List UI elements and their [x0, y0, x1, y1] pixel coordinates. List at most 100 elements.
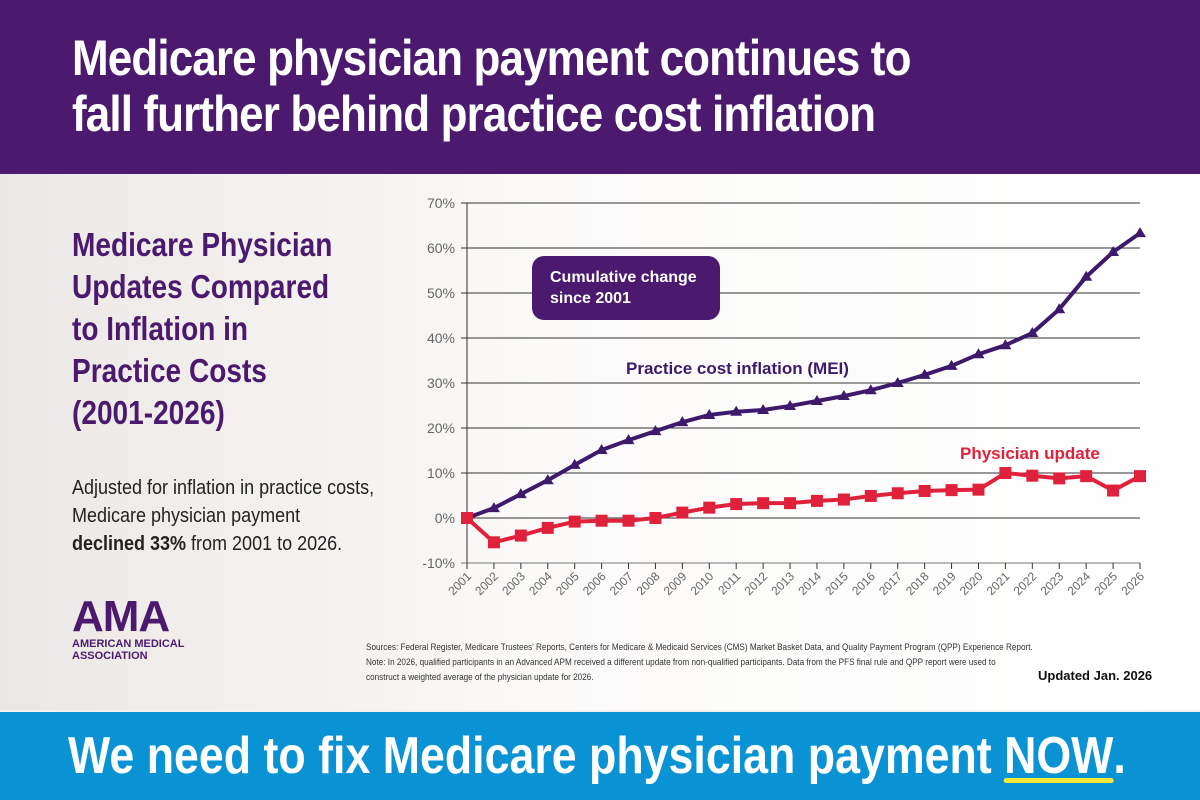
- data-point-triangle: [972, 348, 985, 359]
- data-point-square: [757, 497, 770, 510]
- line-chart: -10%0%10%20%30%40%50%60%70%2001200220032…: [422, 195, 1147, 598]
- x-tick-label: 2005: [553, 569, 582, 598]
- data-point-triangle: [487, 502, 500, 513]
- y-tick-label: 40%: [427, 330, 455, 346]
- x-tick-label: 2003: [499, 569, 528, 598]
- data-point-square: [622, 514, 635, 527]
- data-point-square: [595, 514, 608, 527]
- data-point-triangle: [703, 408, 716, 419]
- data-point-square: [514, 529, 527, 542]
- data-point-square: [461, 512, 473, 524]
- sources-note: Sources: Federal Register, Medicare Trus…: [366, 642, 1033, 683]
- x-tick-label: 2007: [607, 569, 636, 598]
- data-point-triangle: [649, 425, 662, 436]
- y-tick-label: 0%: [435, 510, 455, 526]
- data-point-triangle: [837, 390, 850, 401]
- x-tick-label: 2024: [1064, 569, 1093, 598]
- x-tick-label: 2017: [876, 569, 905, 598]
- data-point-square: [649, 512, 662, 524]
- data-point-triangle: [757, 404, 770, 414]
- data-point-square: [918, 485, 931, 497]
- data-point-triangle: [568, 458, 581, 469]
- x-tick-label: 2023: [1038, 569, 1067, 598]
- data-point-triangle: [784, 399, 797, 410]
- y-tick-label: 30%: [427, 375, 455, 391]
- data-point-triangle: [1134, 227, 1146, 238]
- data-point-triangle: [541, 474, 554, 485]
- y-tick-label: 60%: [427, 240, 455, 256]
- x-tick-label: 2015: [822, 569, 851, 598]
- data-point-square: [891, 487, 904, 500]
- data-point-square: [784, 497, 797, 510]
- x-tick-label: 2018: [903, 569, 932, 598]
- data-point-triangle: [891, 377, 904, 387]
- x-tick-label: 2019: [930, 569, 959, 598]
- data-point-square: [730, 498, 743, 511]
- call-to-action: We need to fix Medicare physician paymen…: [68, 727, 1126, 785]
- x-tick-label: 2021: [984, 569, 1013, 598]
- data-point-square: [1053, 472, 1066, 485]
- y-tick-label: 70%: [427, 195, 455, 211]
- data-point-square: [703, 501, 716, 514]
- x-tick-label: 2009: [661, 569, 690, 598]
- data-point-triangle: [918, 368, 931, 379]
- y-tick-label: 50%: [427, 285, 455, 301]
- x-tick-label: 2026: [1118, 569, 1147, 598]
- x-tick-label: 2001: [445, 569, 474, 598]
- data-point-triangle: [676, 416, 689, 427]
- data-point-square: [1080, 470, 1093, 483]
- data-point-square: [1026, 469, 1039, 482]
- data-point-triangle: [595, 444, 608, 455]
- chart-subtitle: Medicare Physician Updates Compared to I…: [72, 226, 333, 431]
- page-title: Medicare physician payment continues to f…: [72, 30, 911, 142]
- x-tick-label: 2011: [715, 569, 743, 597]
- data-point-square: [972, 483, 985, 496]
- x-tick-label: 2012: [741, 569, 770, 598]
- x-tick-label: 2002: [472, 569, 501, 598]
- data-point-square: [1107, 484, 1120, 497]
- x-tick-label: 2025: [1091, 569, 1120, 598]
- data-point-triangle: [1053, 303, 1066, 314]
- data-point-square: [837, 493, 850, 506]
- y-tick-label: 10%: [427, 465, 455, 481]
- data-point-triangle: [999, 339, 1012, 350]
- data-point-square: [487, 536, 500, 549]
- series-label-physician: Physician update: [960, 444, 1100, 463]
- data-point-square: [810, 494, 823, 507]
- updated-date: Updated Jan. 2026: [1038, 668, 1153, 683]
- data-point-square: [1134, 470, 1146, 483]
- data-point-triangle: [622, 434, 635, 445]
- x-tick-label: 2014: [795, 569, 824, 598]
- data-point-square: [541, 521, 554, 534]
- series-label-mei: Practice cost inflation (MEI): [626, 359, 849, 378]
- x-tick-label: 2004: [526, 569, 555, 598]
- data-point-triangle: [514, 488, 527, 499]
- data-point-triangle: [1080, 270, 1093, 281]
- y-tick-label: 20%: [427, 420, 455, 436]
- data-point-square: [945, 484, 958, 497]
- data-point-triangle: [810, 395, 823, 405]
- x-tick-label: 2010: [688, 569, 717, 598]
- ama-logo: AMA AMERICAN MEDICAL ASSOCIATION: [72, 592, 185, 662]
- data-point-square: [999, 467, 1012, 479]
- header-banner: Medicare physician payment continues to f…: [0, 0, 1200, 174]
- series-line: [465, 470, 1141, 545]
- data-point-square: [568, 515, 581, 528]
- x-tick-label: 2020: [957, 569, 986, 598]
- summary-text: Adjusted for inflation in practice costs…: [72, 477, 375, 555]
- data-point-triangle: [864, 384, 877, 395]
- data-point-triangle: [1026, 327, 1039, 338]
- y-tick-label: -10%: [422, 555, 455, 571]
- x-tick-label: 2013: [768, 569, 797, 598]
- x-tick-label: 2022: [1011, 569, 1040, 598]
- footer-banner: We need to fix Medicare physician paymen…: [0, 712, 1200, 800]
- data-point-triangle: [1107, 246, 1120, 257]
- annotation-box: [532, 256, 720, 320]
- x-tick-label: 2006: [580, 569, 609, 598]
- data-point-square: [864, 489, 877, 502]
- data-point-triangle: [730, 405, 743, 416]
- annotation-line2: since 2001: [550, 290, 631, 307]
- x-tick-label: 2016: [849, 569, 878, 598]
- x-tick-label: 2008: [634, 569, 663, 598]
- data-point-square: [676, 506, 689, 519]
